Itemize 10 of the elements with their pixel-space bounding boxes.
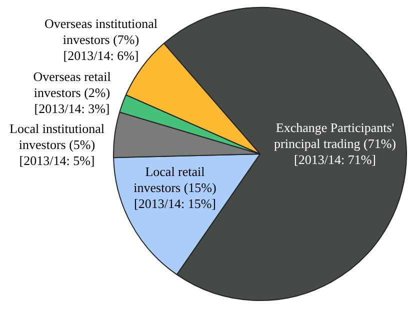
slice-label: Exchange Participants' principal trading (71%) [274, 120, 396, 151]
slice-label: Overseas retail investors (2%) [33, 68, 112, 100]
text: [2013/14: 5%] [19, 152, 95, 168]
text: [2013/14: 3%] [34, 100, 110, 116]
slice-label: Overseas institutional investors (7%) [44, 16, 158, 47]
slice-label: Local retail investors (15%) [134, 164, 216, 195]
slice-label: Local institutional investors (5%) [10, 120, 105, 152]
text: [2013/14: 15%] [134, 196, 216, 211]
text: [2013/14: 6%] [63, 48, 139, 63]
text: [2013/14: 71%] [294, 152, 376, 167]
